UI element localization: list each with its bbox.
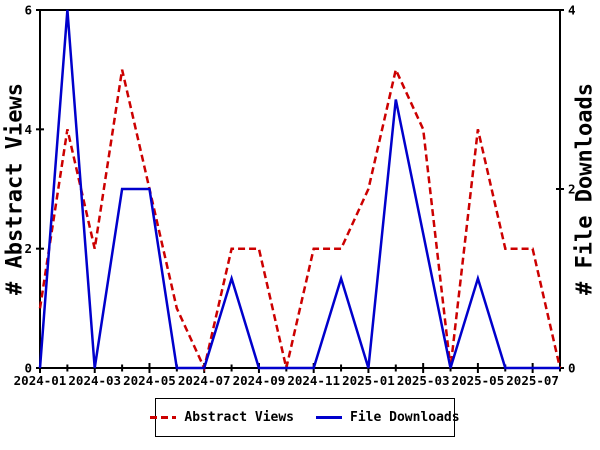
series-line-abstract-views <box>38 65 562 372</box>
legend-label-file-downloads: File Downloads <box>350 410 460 425</box>
x-axis-tick-label: 2025-07 <box>506 373 559 388</box>
series-line-file-downloads <box>38 9 560 370</box>
y-right-tick-label: 2 <box>568 182 576 197</box>
right-axis-title: # File Downloads <box>573 83 598 295</box>
legend-label-abstract-views: Abstract Views <box>184 410 294 425</box>
plot-frame <box>39 9 561 369</box>
x-axis-tick-label: 2024-01 <box>14 373 67 388</box>
x-axis-tick-label: 2024-07 <box>178 373 231 388</box>
x-axis-tick-label: 2025-03 <box>397 373 450 388</box>
y-left-tick-label: 6 <box>24 3 32 18</box>
x-axis-tick-label: 2024-05 <box>123 373 176 388</box>
y-left-tick-label: 0 <box>24 361 32 376</box>
legend-dashed-line-sample <box>150 416 177 419</box>
x-axis-tick-label: 2025-01 <box>342 373 395 388</box>
legend-item-abstract-views: Abstract Views <box>150 410 294 425</box>
x-axis-tick-label: 2025-05 <box>452 373 505 388</box>
x-axis-tick-label: 2024-03 <box>68 373 121 388</box>
x-axis-tick-label: 2024-11 <box>287 373 340 388</box>
y-left-tick-label: 4 <box>24 122 32 137</box>
legend-item-file-downloads: File Downloads <box>316 410 460 425</box>
x-axis-tick-label: 2024-09 <box>233 373 286 388</box>
left-axis-title: # Abstract Views <box>3 83 28 295</box>
y-right-tick-label: 0 <box>568 361 576 376</box>
y-left-tick-label: 2 <box>24 241 32 256</box>
legend: Abstract Views File Downloads <box>150 398 460 437</box>
legend-solid-line-sample <box>316 416 342 419</box>
y-right-tick-label: 4 <box>568 3 576 18</box>
